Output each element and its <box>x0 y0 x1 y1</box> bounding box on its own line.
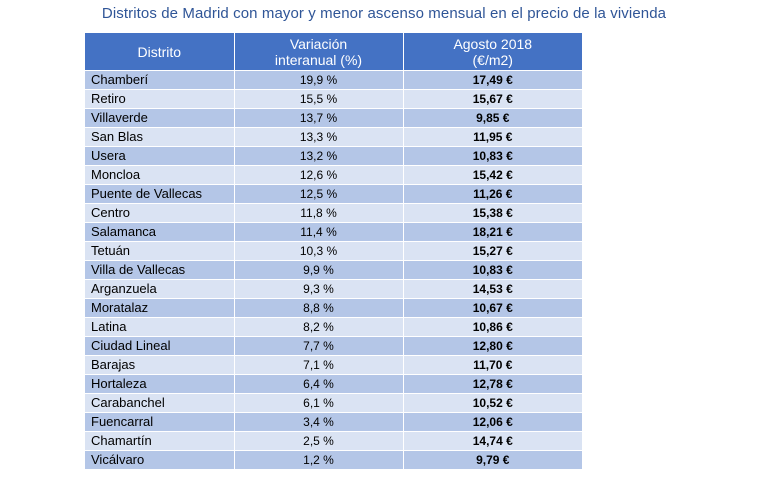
header-district-label: Distrito <box>137 43 182 60</box>
variation-cell: 8,2 % <box>234 317 404 337</box>
table-row: Chamartín 2,5 % 14,74 € <box>85 431 582 451</box>
variation-cell: 13,2 % <box>234 146 404 166</box>
variation-cell: 2,5 % <box>234 431 404 451</box>
district-cell: Puente de Vallecas <box>85 184 235 204</box>
table-row: San Blas 13,3 % 11,95 € <box>85 127 582 147</box>
variation-cell: 12,6 % <box>234 165 404 185</box>
variation-cell: 3,4 % <box>234 412 404 432</box>
variation-cell: 10,3 % <box>234 241 404 261</box>
header-variation: Variación interanual (%) <box>234 33 404 71</box>
price-cell: 9,79 € <box>403 450 582 470</box>
price-cell: 12,06 € <box>403 412 582 432</box>
table-row: Villa de Vallecas 9,9 % 10,83 € <box>85 260 582 280</box>
variation-cell: 7,1 % <box>234 355 404 375</box>
header-price: Agosto 2018 (€/m2) <box>403 33 582 71</box>
table-row: Retiro 15,5 % 15,67 € <box>85 89 582 109</box>
variation-cell: 9,3 % <box>234 279 404 299</box>
table-row: Salamanca 11,4 % 18,21 € <box>85 222 582 242</box>
variation-cell: 6,4 % <box>234 374 404 394</box>
district-cell: Chamartín <box>85 431 235 451</box>
table-row: Ciudad Lineal 7,7 % 12,80 € <box>85 336 582 356</box>
table-row: Usera 13,2 % 10,83 € <box>85 146 582 166</box>
district-cell: Usera <box>85 146 235 166</box>
variation-cell: 12,5 % <box>234 184 404 204</box>
price-cell: 11,70 € <box>403 355 582 375</box>
table-row: Moncloa 12,6 % 15,42 € <box>85 165 582 185</box>
variation-cell: 8,8 % <box>234 298 404 318</box>
district-cell: Vicálvaro <box>85 450 235 470</box>
table-row: Carabanchel 6,1 % 10,52 € <box>85 393 582 413</box>
price-cell: 10,86 € <box>403 317 582 337</box>
table-body: Chamberí 19,9 % 17,49 € Retiro 15,5 % 15,67 €… <box>85 70 582 470</box>
table-header-row: Distrito Variación interanual (%) Agosto… <box>85 33 582 71</box>
table-row: Arganzuela 9,3 % 14,53 € <box>85 279 582 299</box>
price-cell: 17,49 € <box>403 70 582 90</box>
variation-cell: 6,1 % <box>234 393 404 413</box>
table-row: Fuencarral 3,4 % 12,06 € <box>85 412 582 432</box>
header-district: Distrito <box>85 33 235 71</box>
district-cell: Moratalaz <box>85 298 235 318</box>
header-price-line1: Agosto 2018 <box>453 35 533 52</box>
variation-cell: 9,9 % <box>234 260 404 280</box>
header-price-line2: (€/m2) <box>472 51 513 68</box>
variation-cell: 19,9 % <box>234 70 404 90</box>
price-cell: 15,42 € <box>403 165 582 185</box>
table-row: Moratalaz 8,8 % 10,67 € <box>85 298 582 318</box>
price-cell: 15,38 € <box>403 203 582 223</box>
district-cell: Villa de Vallecas <box>85 260 235 280</box>
district-cell: Hortaleza <box>85 374 235 394</box>
variation-cell: 13,3 % <box>234 127 404 147</box>
page-title: Distritos de Madrid con mayor y menor as… <box>101 5 667 22</box>
district-cell: Villaverde <box>85 108 235 128</box>
district-cell: Ciudad Lineal <box>85 336 235 356</box>
price-cell: 15,67 € <box>403 89 582 109</box>
table-row: Chamberí 19,9 % 17,49 € <box>85 70 582 90</box>
price-cell: 11,95 € <box>403 127 582 147</box>
price-cell: 10,52 € <box>403 393 582 413</box>
table-row: Latina 8,2 % 10,86 € <box>85 317 582 337</box>
price-cell: 11,26 € <box>403 184 582 204</box>
district-cell: San Blas <box>85 127 235 147</box>
district-cell: Salamanca <box>85 222 235 242</box>
district-cell: Retiro <box>85 89 235 109</box>
data-table: Distrito Variación interanual (%) Agosto… <box>85 33 582 470</box>
table-row: Centro 11,8 % 15,38 € <box>85 203 582 223</box>
price-cell: 14,74 € <box>403 431 582 451</box>
table-row: Vicálvaro 1,2 % 9,79 € <box>85 450 582 470</box>
price-cell: 10,83 € <box>403 146 582 166</box>
variation-cell: 15,5 % <box>234 89 404 109</box>
price-cell: 12,80 € <box>403 336 582 356</box>
district-cell: Carabanchel <box>85 393 235 413</box>
district-cell: Tetuán <box>85 241 235 261</box>
header-variation-line2: interanual (%) <box>274 51 363 68</box>
district-cell: Fuencarral <box>85 412 235 432</box>
header-variation-line1: Variación <box>289 35 348 52</box>
price-cell: 10,83 € <box>403 260 582 280</box>
price-cell: 15,27 € <box>403 241 582 261</box>
price-cell: 18,21 € <box>403 222 582 242</box>
district-cell: Chamberí <box>85 70 235 90</box>
variation-cell: 13,7 % <box>234 108 404 128</box>
variation-cell: 11,4 % <box>234 222 404 242</box>
district-cell: Arganzuela <box>85 279 235 299</box>
price-cell: 9,85 € <box>403 108 582 128</box>
price-cell: 14,53 € <box>403 279 582 299</box>
variation-cell: 7,7 % <box>234 336 404 356</box>
district-cell: Barajas <box>85 355 235 375</box>
price-cell: 12,78 € <box>403 374 582 394</box>
table-row: Tetuán 10,3 % 15,27 € <box>85 241 582 261</box>
price-cell: 10,67 € <box>403 298 582 318</box>
district-cell: Latina <box>85 317 235 337</box>
table-row: Puente de Vallecas 12,5 % 11,26 € <box>85 184 582 204</box>
district-cell: Moncloa <box>85 165 235 185</box>
table-row: Barajas 7,1 % 11,70 € <box>85 355 582 375</box>
table-row: Hortaleza 6,4 % 12,78 € <box>85 374 582 394</box>
variation-cell: 11,8 % <box>234 203 404 223</box>
district-cell: Centro <box>85 203 235 223</box>
variation-cell: 1,2 % <box>234 450 404 470</box>
table-row: Villaverde 13,7 % 9,85 € <box>85 108 582 128</box>
